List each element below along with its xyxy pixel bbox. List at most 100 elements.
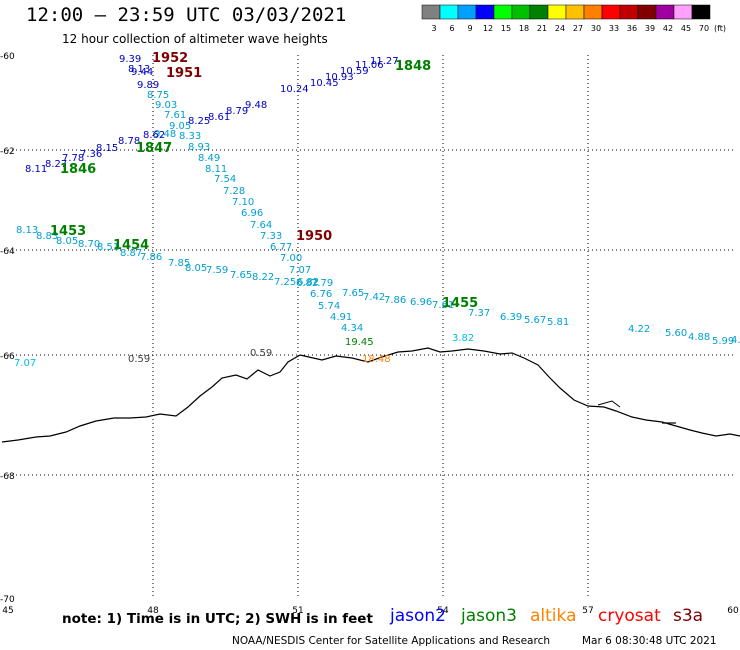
color-scale-tick: 39 (645, 24, 655, 33)
swh-value-label: 7.42 (363, 292, 385, 303)
swh-value-label: 7.28 (223, 186, 245, 197)
lat-tick-label: -68 (0, 472, 15, 482)
swh-value-label: 7.85 (168, 258, 190, 269)
track-pass-label: 1454 (113, 238, 149, 253)
swh-value-label: 7.10 (232, 197, 254, 208)
swh-value-label: 0.59 (128, 354, 150, 365)
lat-tick-label: -66 (0, 352, 15, 362)
map-title: 12:00 – 23:59 UTC 03/03/2021 (26, 4, 347, 26)
legend-cryosat: cryosat (598, 606, 661, 626)
swh-value-label: 9.03 (155, 100, 177, 111)
color-swatch (565, 4, 585, 20)
color-swatch (691, 4, 711, 20)
color-scale-tick: 30 (591, 24, 601, 33)
swh-value-label: 3.82 (452, 333, 474, 344)
swh-value-label: 7.86 (140, 252, 162, 263)
antarctic-coastline (1, 347, 740, 443)
color-swatch (421, 4, 441, 20)
track-pass-label: 1847 (136, 141, 172, 156)
track-pass-label: 1952 (152, 51, 188, 66)
swh-value-label: 9.89 (137, 80, 159, 91)
swh-value-label: 9.48 (154, 129, 176, 140)
swh-value-label: 9.39 (119, 54, 141, 65)
color-scale-tick: 15 (501, 24, 511, 33)
color-swatch (547, 4, 567, 20)
color-scale-tick: 9 (467, 24, 472, 33)
color-swatch (655, 4, 675, 20)
swh-value-label: 7.33 (260, 231, 282, 242)
swh-value-label: 8.79 (226, 106, 248, 117)
swh-value-label: 8.05 (185, 263, 207, 274)
swh-value-label: 8.83 (36, 231, 58, 242)
swh-value-label: 8.11 (205, 164, 227, 175)
color-scale-tick: 27 (573, 24, 583, 33)
swh-value-label: 6.96 (241, 208, 263, 219)
legend-jason2: jason2 (390, 606, 446, 626)
color-swatch (583, 4, 603, 20)
color-scale-tick: 33 (609, 24, 619, 33)
track-pass-label: 1846 (60, 162, 96, 177)
color-swatch (673, 4, 693, 20)
legend-jason3: jason3 (461, 606, 517, 626)
swh-value-label: 10.59 (340, 66, 369, 77)
swh-value-label: 18.48 (362, 354, 391, 365)
swh-value-label: 6.82 (296, 278, 318, 289)
swh-value-label: 10.93 (325, 72, 354, 83)
swh-value-label: 5.60 (665, 328, 687, 339)
swh-value-label: 8.05 (56, 236, 78, 247)
swh-value-label: 8.11 (25, 164, 47, 175)
swh-value-label: 6.39 (500, 312, 522, 323)
swh-value-label: 7.59 (206, 265, 228, 276)
color-swatch (511, 4, 531, 20)
map-subtitle: 12 hour collection of altimeter wave hei… (62, 32, 328, 46)
swh-value-label: 7.54 (214, 174, 236, 185)
swh-value-label: 8.62 (143, 130, 165, 141)
swh-value-label: 10.24 (280, 84, 309, 95)
swh-value-label: 0.59 (250, 348, 272, 359)
legend-altika: altika (530, 606, 577, 626)
swh-value-label: 7.25 (274, 277, 296, 288)
color-scale-tick: 24 (555, 24, 565, 33)
swh-value-label: 7.07 (289, 265, 311, 276)
color-scale-tick: 42 (663, 24, 673, 33)
swh-value-label: 11.27 (370, 56, 399, 67)
swh-value-label: 8.49 (198, 153, 220, 164)
satellite-tracks: 9.398.139.449.898.759.037.619.059.48 8.33… (14, 51, 740, 369)
color-swatch (619, 4, 639, 20)
swh-value-label: 8.13 (16, 225, 38, 236)
swh-value-label: 6.77 (270, 242, 292, 253)
color-swatch (529, 4, 549, 20)
track-pass-label: 1951 (166, 66, 202, 81)
swh-value-label: 6.82 (297, 277, 319, 288)
swh-value-label: 5.67 (524, 315, 546, 326)
swh-value-label: 6.96 (410, 297, 432, 308)
swh-value-label: 7.36 (80, 149, 102, 160)
track-pass-label: 1455 (442, 296, 478, 311)
swh-value-label: 8.78 (118, 136, 140, 147)
lon-tick-label: 48 (147, 606, 159, 616)
swh-value-label: 5.99 (712, 336, 734, 347)
swh-value-label: 4.91 (330, 312, 352, 323)
units-note: note: 1) Time is in UTC; 2) SWH is in fe… (62, 611, 373, 627)
swh-value-label: 9.44 (131, 67, 153, 78)
color-swatch (493, 4, 513, 20)
swh-value-label: 7.07 (14, 358, 36, 369)
swh-value-label: 19.45 (345, 337, 374, 348)
swh-value-label: 8.27 (45, 159, 67, 170)
swh-value-label: 8.33 (179, 131, 201, 142)
swh-value-label: 8.61 (208, 112, 230, 123)
swh-value-label: 7.64 (250, 220, 272, 231)
track-pass-label: 1453 (50, 224, 86, 239)
color-swatch (475, 4, 495, 20)
swh-value-label: 8.70 (78, 239, 100, 250)
swh-value-label: 5.81 (547, 317, 569, 328)
swh-value-label: 8.25 (188, 116, 210, 127)
color-scale-tick: 45 (681, 24, 691, 33)
color-scale-tick: 12 (483, 24, 493, 33)
swh-value-label: 7.00 (280, 253, 302, 264)
swh-value-label: 8.22 (252, 272, 274, 283)
lat-tick-label: -70 (0, 595, 15, 605)
lon-tick-label: 57 (582, 606, 593, 616)
